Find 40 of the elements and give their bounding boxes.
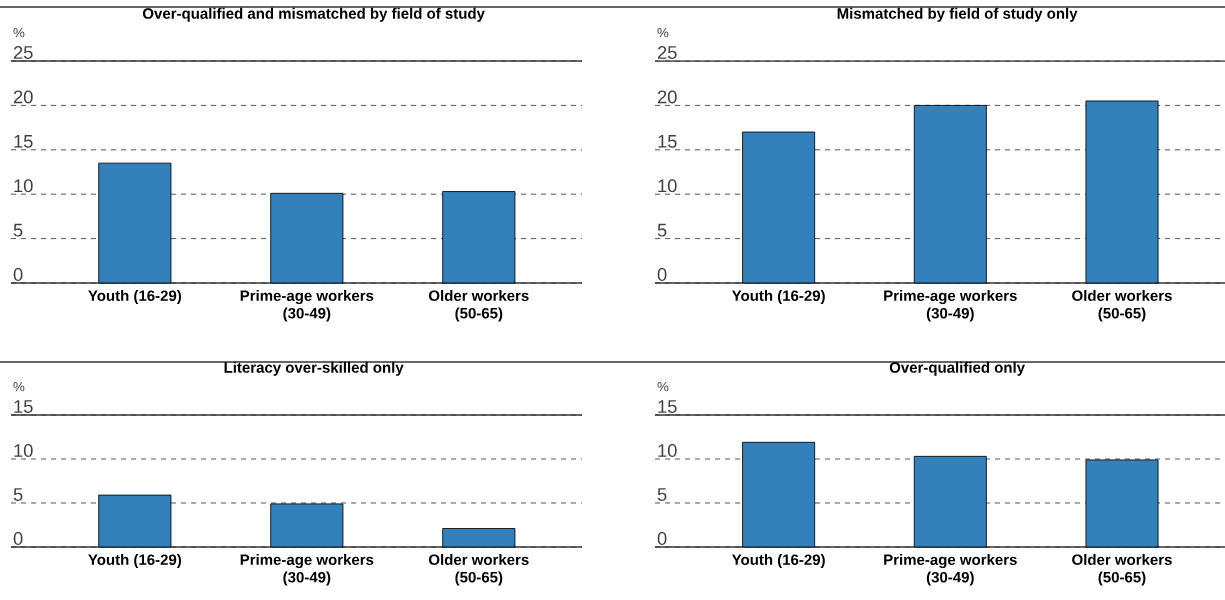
- y-tick-label: 0: [657, 532, 667, 545]
- y-tick-label: 5: [13, 488, 23, 502]
- x-tick-label: Youth (16-29): [88, 290, 182, 304]
- y-tick-label: 20: [657, 90, 677, 104]
- x-tick-label: Prime-age workers (30-49): [240, 554, 374, 586]
- x-tick-label: Youth (16-29): [731, 554, 825, 568]
- chart-title: Over-qualified only: [889, 361, 1025, 376]
- y-tick-label: 15: [658, 135, 677, 148]
- y-tick-label: 15: [14, 135, 33, 148]
- y-axis-title: %: [13, 28, 25, 38]
- y-tick-label: 10: [14, 179, 33, 193]
- y-tick-label: 20: [13, 90, 33, 104]
- y-tick-label: 5: [657, 488, 667, 502]
- y-tick-label: 15: [14, 400, 33, 413]
- chart-title: Literacy over-skilled only: [224, 361, 404, 376]
- y-tick-label: 0: [13, 532, 23, 545]
- x-tick-label: Older workers (50-65): [1072, 290, 1172, 322]
- chart-title: Over-qualified and mismatched by field of study: [142, 7, 485, 22]
- chart-title: Mismatched by field of study only: [837, 7, 1078, 22]
- y-tick-label: 0: [13, 268, 23, 281]
- y-tick-label: 0: [657, 268, 667, 281]
- y-axis-title: %: [657, 28, 669, 38]
- x-tick-label: Older workers (50-65): [429, 290, 529, 322]
- x-tick-label: Prime-age workers (30-49): [884, 290, 1017, 322]
- y-tick-label: 5: [13, 223, 23, 237]
- x-tick-label: Youth (16-29): [731, 290, 825, 304]
- x-tick-label: Older workers (50-65): [1072, 554, 1172, 586]
- y-tick-label: 10: [14, 444, 33, 458]
- x-tick-label: Older workers (50-65): [429, 554, 529, 586]
- y-tick-label: 5: [657, 223, 667, 237]
- x-tick-label: Youth (16-29): [88, 554, 182, 568]
- x-tick-label: Prime-age workers (30-49): [884, 554, 1017, 586]
- y-axis-title: %: [657, 382, 669, 392]
- y-axis-title: %: [13, 382, 25, 392]
- y-tick-label: 15: [658, 400, 677, 413]
- y-tick-label: 10: [658, 444, 677, 458]
- x-tick-label: Prime-age workers (30-49): [240, 290, 374, 322]
- y-tick-label: 25: [13, 46, 33, 60]
- y-tick-label: 25: [657, 46, 677, 60]
- y-tick-label: 10: [658, 179, 677, 193]
